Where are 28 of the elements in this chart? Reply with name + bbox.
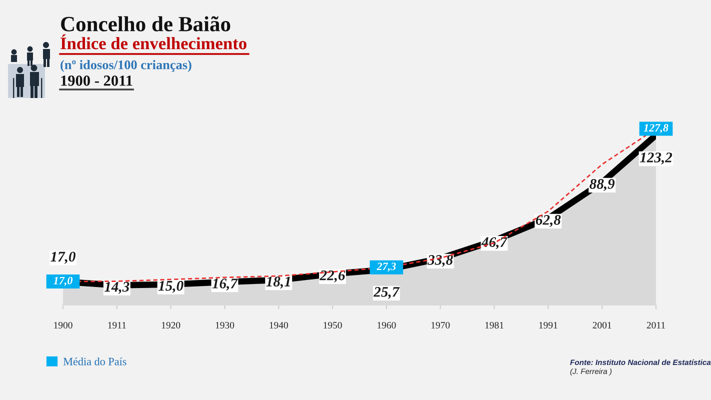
x-tick-label: 1970 bbox=[431, 322, 450, 329]
x-tick-label: 1950 bbox=[324, 322, 342, 329]
data-label: 123,2 bbox=[640, 152, 672, 164]
data-label: 62,8 bbox=[536, 214, 561, 227]
data-label: 14,3 bbox=[104, 282, 130, 294]
x-tick-label: 1930 bbox=[216, 322, 234, 329]
x-tick-label: 1960 bbox=[378, 322, 396, 329]
x-tick-label: 1911 bbox=[108, 322, 126, 329]
x-tick-label: 1900 bbox=[54, 322, 72, 329]
data-label: 16,7 bbox=[212, 278, 238, 291]
chart-subtitle: Índice de envelhecimento bbox=[60, 34, 246, 50]
data-label: 33,8 bbox=[427, 254, 453, 267]
x-tick-label: 1920 bbox=[162, 322, 180, 329]
data-label: 22,6 bbox=[320, 270, 346, 282]
y-axis-title: (nº idosos/100 crianças) bbox=[60, 60, 192, 72]
chart-title: Concelho de Baião bbox=[61, 16, 230, 32]
x-tick-label: 1991 bbox=[539, 322, 558, 329]
data-label: 15,0 bbox=[158, 280, 184, 293]
x-tick-label: 2001 bbox=[592, 322, 612, 329]
data-label: 17,0 bbox=[50, 252, 76, 264]
text: 1900 - 2011 bbox=[61, 76, 132, 86]
legend-label: Média do País bbox=[63, 357, 126, 366]
x-tick-label: 1940 bbox=[270, 322, 288, 329]
x-tick-label: 1981 bbox=[485, 322, 504, 329]
data-label: 88,9 bbox=[590, 179, 615, 191]
data-label: 25,7 bbox=[374, 287, 400, 299]
data-label: 18,1 bbox=[266, 276, 290, 289]
x-tick-label: 2011 bbox=[646, 322, 665, 329]
